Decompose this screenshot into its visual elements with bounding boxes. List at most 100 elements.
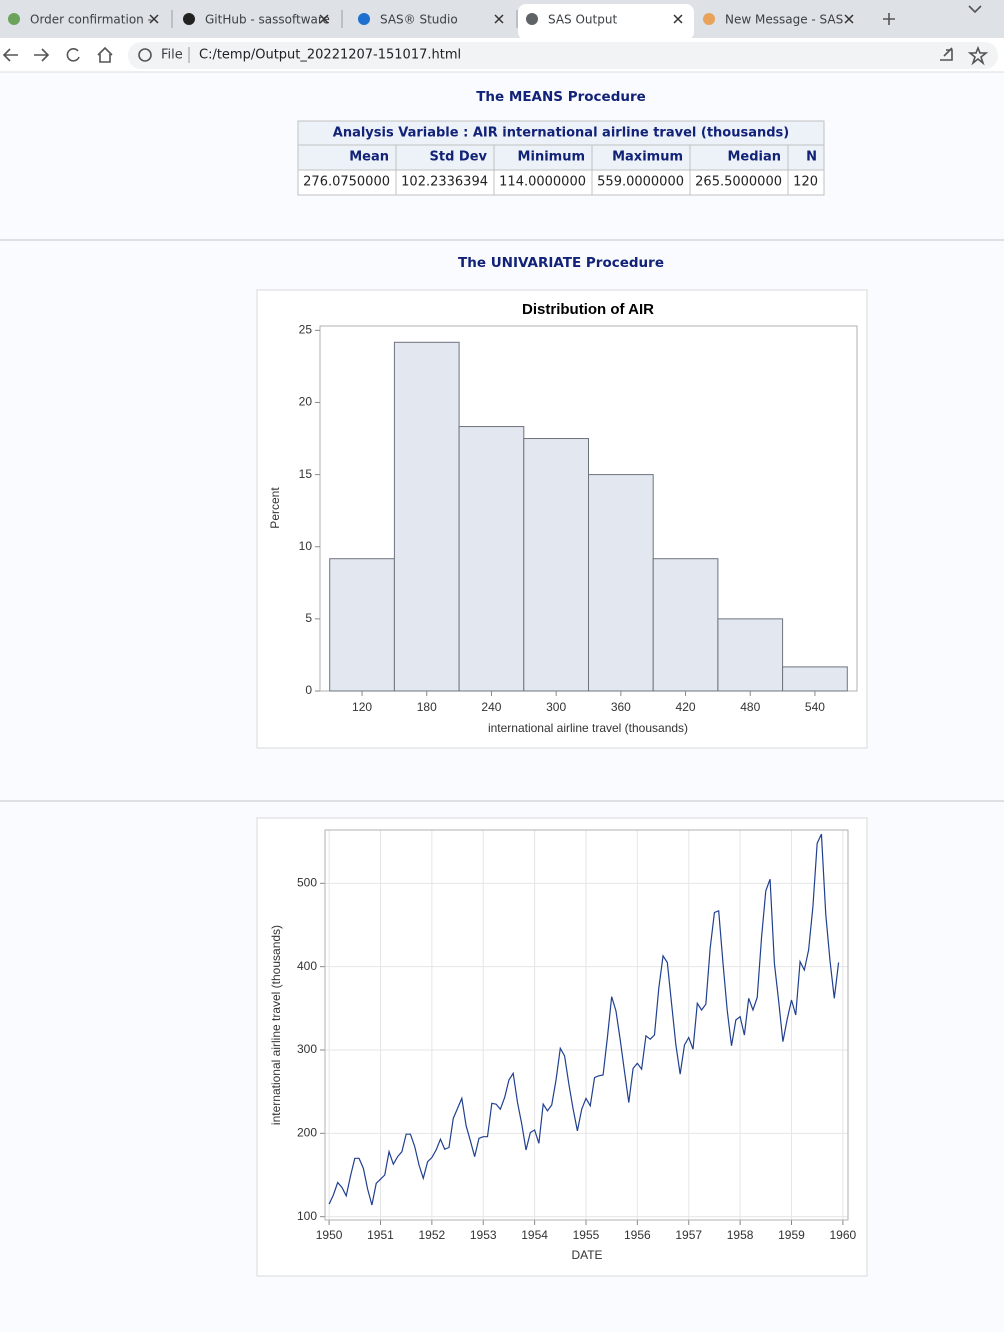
chart-title: Distribution of AIR bbox=[522, 301, 654, 318]
y-tick-label: 10 bbox=[299, 539, 313, 553]
file-label: File bbox=[161, 48, 183, 63]
back-icon[interactable] bbox=[2, 48, 18, 62]
table-header-cell bbox=[787, 144, 825, 171]
tab-title[interactable]: GitHub - sassoftware bbox=[205, 13, 330, 27]
histogram-bar bbox=[782, 666, 848, 692]
table-cell bbox=[395, 169, 495, 196]
x-tick-label: 120 bbox=[352, 700, 372, 714]
table-caption: Analysis Variable : AIR international ai… bbox=[333, 126, 789, 141]
info-icon[interactable] bbox=[138, 48, 152, 62]
y-axis-label: international airline travel (thousands) bbox=[269, 925, 283, 1125]
table-value: 276.0750000 bbox=[303, 175, 390, 190]
table-cell bbox=[787, 169, 825, 196]
tab-close[interactable] bbox=[149, 14, 159, 24]
tab-icon[interactable] bbox=[358, 13, 370, 25]
histogram-bar bbox=[393, 341, 460, 692]
table-value: 559.0000000 bbox=[597, 175, 684, 190]
y-tick-label: 200 bbox=[297, 1126, 317, 1140]
x-tick-label: 240 bbox=[481, 700, 501, 714]
histogram-bar bbox=[523, 438, 589, 692]
tab-close[interactable] bbox=[844, 14, 854, 24]
star-icon[interactable] bbox=[967, 45, 989, 66]
table-caption-cell bbox=[297, 120, 825, 146]
y-axis-label: Percent bbox=[268, 487, 282, 529]
x-tick-label: 1956 bbox=[624, 1228, 651, 1242]
x-tick-label: 540 bbox=[805, 700, 825, 714]
x-tick-label: 1958 bbox=[727, 1228, 754, 1242]
procedure-title: The UNIVARIATE Procedure bbox=[458, 255, 664, 271]
tab-close[interactable] bbox=[319, 14, 329, 24]
tab-icon[interactable] bbox=[183, 13, 195, 25]
table-value: 102.2336394 bbox=[401, 175, 488, 190]
y-tick-label: 400 bbox=[297, 959, 317, 973]
x-tick-label: 480 bbox=[740, 700, 760, 714]
url[interactable]: C:/temp/Output_20221207-151017.html bbox=[199, 48, 461, 63]
tab-icon[interactable] bbox=[703, 13, 715, 25]
nav-icons bbox=[2, 5, 989, 66]
tab-icon[interactable] bbox=[526, 13, 538, 25]
table-header: Mean bbox=[349, 150, 389, 165]
x-tick-label: 1950 bbox=[316, 1228, 343, 1242]
tab-title[interactable]: New Message - SAS bbox=[725, 13, 843, 27]
table-value: 265.5000000 bbox=[695, 175, 782, 190]
table-header-cell bbox=[395, 144, 495, 171]
y-tick-label: 100 bbox=[297, 1209, 317, 1223]
x-axis-label: DATE bbox=[571, 1248, 602, 1262]
procedure-title: The MEANS Procedure bbox=[476, 89, 646, 105]
table-cell bbox=[493, 169, 593, 196]
x-tick-label: 1954 bbox=[521, 1228, 548, 1242]
active-tab[interactable] bbox=[518, 4, 694, 40]
forward-icon[interactable] bbox=[34, 48, 50, 62]
x-tick-label: 420 bbox=[676, 700, 696, 714]
x-tick-label: 180 bbox=[417, 700, 437, 714]
tab-close[interactable] bbox=[494, 14, 504, 24]
histogram-bar bbox=[652, 558, 719, 692]
tab-title[interactable]: Order confirmation - bbox=[30, 13, 152, 27]
x-tick-label: 1952 bbox=[419, 1228, 446, 1242]
y-tick-label: 500 bbox=[297, 876, 317, 890]
y-tick-label: 25 bbox=[299, 322, 313, 336]
table-header: Std Dev bbox=[430, 150, 488, 165]
table-header: Minimum bbox=[518, 150, 585, 165]
x-tick-label: 1959 bbox=[778, 1228, 805, 1242]
y-tick-label: 20 bbox=[299, 395, 313, 409]
x-tick-label: 1953 bbox=[470, 1228, 497, 1242]
table-cell bbox=[591, 169, 691, 196]
table-value: 114.0000000 bbox=[499, 175, 586, 190]
table-header: Median bbox=[727, 150, 781, 165]
plot-frame-border bbox=[324, 829, 849, 1221]
tab-icon[interactable] bbox=[8, 13, 20, 25]
x-tick-label: 1955 bbox=[573, 1228, 600, 1242]
tab-title[interactable]: SAS® Studio bbox=[380, 13, 458, 27]
table-header-cell bbox=[689, 144, 789, 171]
y-tick-label: 0 bbox=[305, 683, 312, 697]
x-tick-label: 1951 bbox=[367, 1228, 394, 1242]
x-tick-label: 1960 bbox=[830, 1228, 857, 1242]
y-tick-label: 15 bbox=[299, 467, 313, 481]
histogram-bar bbox=[329, 558, 395, 692]
tab-close[interactable] bbox=[673, 14, 683, 24]
series-line bbox=[328, 833, 840, 1206]
plot-frame bbox=[324, 829, 849, 1221]
histogram-bar bbox=[588, 474, 654, 692]
histogram-bar bbox=[458, 426, 525, 692]
x-axis-label: international airline travel (thousands) bbox=[488, 721, 688, 735]
table-header: N bbox=[806, 150, 817, 165]
table-header: Maximum bbox=[612, 150, 683, 165]
table-header-cell bbox=[493, 144, 593, 171]
y-tick-label: 300 bbox=[297, 1042, 317, 1056]
address-bar[interactable] bbox=[128, 42, 998, 69]
tab-title[interactable]: SAS Output bbox=[548, 13, 617, 27]
table-value: 120 bbox=[793, 175, 818, 190]
tab-menu-icon[interactable] bbox=[968, 5, 982, 14]
x-tick-label: 300 bbox=[546, 700, 566, 714]
x-tick-label: 360 bbox=[611, 700, 631, 714]
x-tick-label: 1957 bbox=[675, 1228, 702, 1242]
share-icon[interactable] bbox=[940, 47, 953, 61]
reload-icon[interactable] bbox=[66, 48, 80, 62]
home-icon[interactable] bbox=[97, 46, 113, 63]
new-tab-icon[interactable] bbox=[883, 13, 895, 25]
y-tick-label: 5 bbox=[305, 611, 312, 625]
table-cell bbox=[689, 169, 789, 196]
